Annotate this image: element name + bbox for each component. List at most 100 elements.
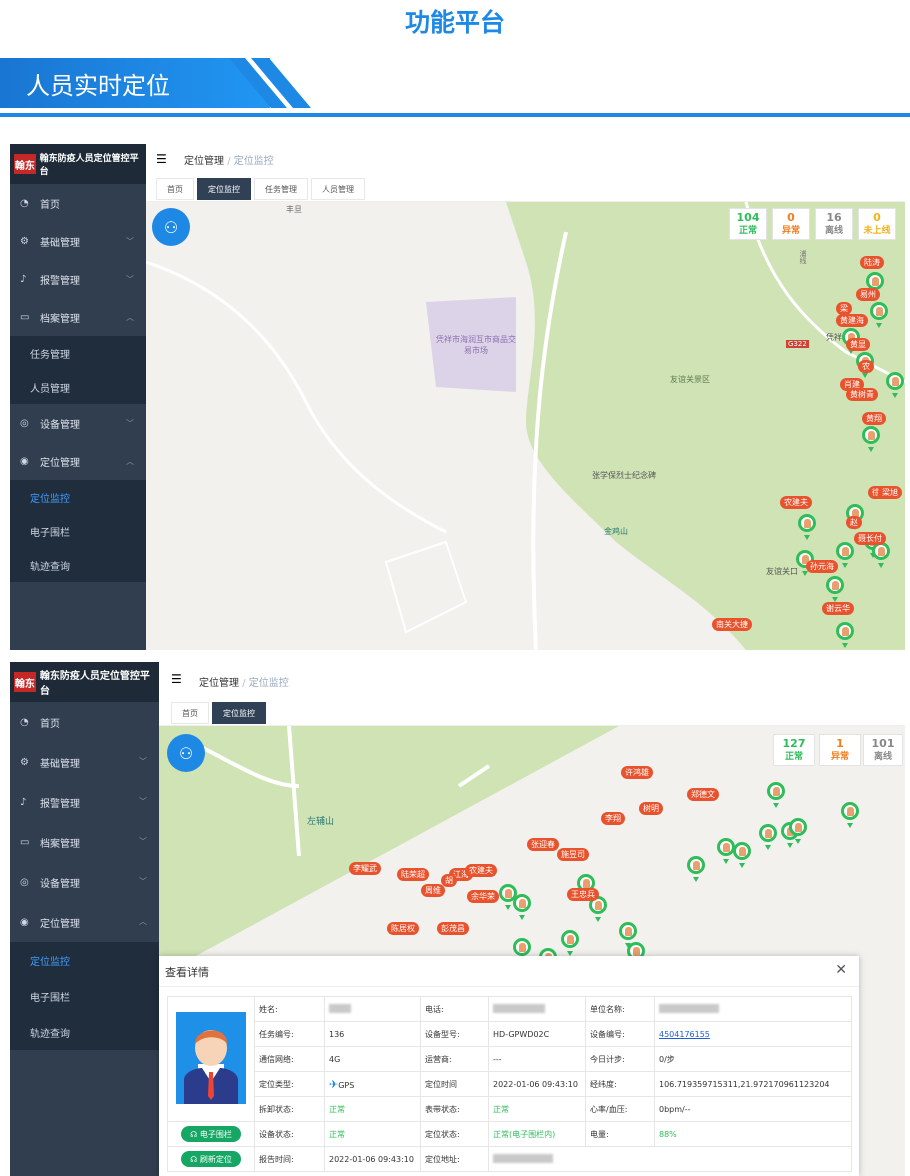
person-name-tag[interactable]: 农: [858, 360, 874, 373]
people-icon[interactable]: ⚇: [152, 208, 190, 246]
menu-archive[interactable]: ▭ 档案管理 ﹀: [10, 822, 159, 862]
person-pin-icon[interactable]: [767, 782, 785, 808]
tab-person[interactable]: 人员管理: [311, 178, 365, 200]
person-name-tag[interactable]: 黄翔: [862, 412, 886, 425]
person-name-tag[interactable]: 肖建: [840, 378, 864, 391]
person-name-tag[interactable]: 施昱司: [557, 848, 589, 861]
person-pin-icon[interactable]: [836, 622, 854, 648]
person-name-tag[interactable]: 南关大捷: [712, 618, 752, 631]
fence-button[interactable]: ☊ 电子围栏: [181, 1126, 241, 1142]
person-name-tag[interactable]: 陈居权: [387, 922, 419, 935]
refresh-button[interactable]: ☊ 刷新定位: [181, 1151, 241, 1167]
person-name-tag[interactable]: 梁旭: [878, 486, 902, 499]
stat-offline[interactable]: 101 离线: [863, 734, 903, 766]
tab-monitor[interactable]: 定位监控: [197, 178, 251, 200]
person-name-tag[interactable]: 李翔: [601, 812, 625, 825]
person-name-tag[interactable]: 黄树青: [846, 388, 878, 401]
person-name-tag[interactable]: 胡: [441, 874, 457, 887]
menu-base[interactable]: ⚙ 基础管理 ﹀: [10, 222, 146, 260]
person-name-tag[interactable]: 农建夫: [780, 496, 812, 509]
person-pin-icon[interactable]: [862, 426, 880, 452]
chevron-down-icon: ﹀: [126, 419, 134, 428]
person-pin-icon[interactable]: [836, 542, 854, 568]
device-no-link[interactable]: 4504176155: [654, 1021, 852, 1047]
menu-base[interactable]: ⚙ 基础管理 ﹀: [10, 742, 159, 782]
person-name-tag[interactable]: 郑德文: [687, 788, 719, 801]
stat-value: 101: [871, 737, 895, 750]
person-pin-icon[interactable]: [841, 802, 859, 828]
person-name-tag[interactable]: 黄显: [846, 338, 870, 351]
breadcrumb-parent[interactable]: 定位管理: [184, 156, 224, 167]
person-pin-icon[interactable]: [513, 894, 531, 920]
menu-monitor[interactable]: 定位监控: [10, 480, 146, 514]
person-name-tag[interactable]: 张迎春: [527, 838, 559, 851]
tab-home[interactable]: 首页: [156, 178, 194, 200]
folder-icon: ▭: [20, 311, 30, 323]
person-pin-icon[interactable]: [759, 824, 777, 850]
menu-monitor[interactable]: 定位监控: [10, 942, 159, 978]
menu-alarm[interactable]: ♪ 报警管理 ﹀: [10, 782, 159, 822]
person-name-tag[interactable]: 陆荣超: [397, 868, 429, 881]
stat-offline[interactable]: 16 离线: [815, 208, 853, 240]
map-1[interactable]: ⚇ 丰旦 凭祥市海润互市商品交易市场 友谊关景区 张学保烈士纪念碑 金鸡山 凭祥…: [146, 202, 905, 650]
menu-track[interactable]: 轨迹查询: [10, 1014, 159, 1050]
person-pin-icon[interactable]: [499, 884, 517, 910]
person-name-tag[interactable]: 许鸿雄: [621, 766, 653, 779]
person-name-tag[interactable]: 梁: [836, 302, 852, 315]
person-name-tag[interactable]: 树明: [639, 802, 663, 815]
stat-normal[interactable]: 127 正常: [773, 734, 815, 766]
menu-person[interactable]: 人员管理: [10, 370, 146, 404]
menu-archive[interactable]: ▭ 档案管理 ︿: [10, 298, 146, 336]
menu-track[interactable]: 轨迹查询: [10, 548, 146, 582]
close-icon[interactable]: ✕: [835, 962, 847, 978]
stat-not-online[interactable]: 0 未上线: [858, 208, 896, 240]
person-pin-icon[interactable]: [798, 514, 816, 540]
breadcrumb-parent[interactable]: 定位管理: [199, 678, 239, 689]
person-name-tag[interactable]: 易州: [856, 288, 880, 301]
person-name-tag[interactable]: 周维: [421, 884, 445, 897]
tab-task[interactable]: 任务管理: [254, 178, 308, 200]
person-name-tag[interactable]: 赵: [846, 516, 862, 529]
menu-location[interactable]: ◉ 定位管理 ︿: [10, 902, 159, 942]
person-pin-icon[interactable]: [870, 302, 888, 328]
menu-fence[interactable]: 电子围栏: [10, 978, 159, 1014]
menu-home[interactable]: ◔ 首页: [10, 702, 159, 742]
menu-fence[interactable]: 电子围栏: [10, 514, 146, 548]
person-name-tag[interactable]: 农建夫: [465, 864, 497, 877]
person-pin-icon[interactable]: [886, 372, 904, 398]
menu-alarm[interactable]: ♪ 报警管理 ﹀: [10, 260, 146, 298]
menu-task[interactable]: 任务管理: [10, 336, 146, 370]
person-pin-icon[interactable]: [717, 838, 735, 864]
tab-monitor[interactable]: 定位监控: [212, 702, 266, 724]
tab-home[interactable]: 首页: [171, 702, 209, 724]
menu-device[interactable]: ◎ 设备管理 ﹀: [10, 862, 159, 902]
stat-abnormal[interactable]: 1 异常: [819, 734, 861, 766]
person-pin-icon[interactable]: [687, 856, 705, 882]
person-name-tag[interactable]: 聂长付: [854, 532, 886, 545]
person-pin-icon[interactable]: [561, 930, 579, 956]
person-name-tag[interactable]: 彭茂昌: [437, 922, 469, 935]
menu-toggle-icon[interactable]: ☰: [156, 152, 167, 166]
person-pin-icon[interactable]: [796, 550, 814, 576]
menu-device[interactable]: ◎ 设备管理 ﹀: [10, 404, 146, 442]
person-name-tag[interactable]: 王忠兵: [567, 888, 599, 901]
menu-location[interactable]: ◉ 定位管理 ︿: [10, 442, 146, 480]
person-name-tag[interactable]: 余华荣: [467, 890, 499, 903]
menu-toggle-icon[interactable]: ☰: [171, 672, 182, 686]
person-name-tag[interactable]: 黄建海: [836, 314, 868, 327]
people-icon[interactable]: ⚇: [167, 734, 205, 772]
stat-abnormal[interactable]: 0 异常: [772, 208, 810, 240]
headset-icon: ☊: [190, 1154, 198, 1164]
person-pin-icon[interactable]: [826, 576, 844, 602]
person-name-tag[interactable]: 谢云华: [822, 602, 854, 615]
person-name-tag[interactable]: 陆涛: [860, 256, 884, 269]
value-loc-time: 2022-01-06 09:43:10: [488, 1071, 586, 1097]
person-pin-icon[interactable]: [789, 818, 807, 844]
person-pin-icon[interactable]: [733, 842, 751, 868]
menu-home[interactable]: ◔ 首页: [10, 184, 146, 222]
person-pin-icon[interactable]: [619, 922, 637, 948]
person-pin-icon[interactable]: [513, 938, 531, 964]
person-name-tag[interactable]: 孙元海: [806, 560, 838, 573]
person-name-tag[interactable]: 李耀武: [349, 862, 381, 875]
stat-normal[interactable]: 104 正常: [729, 208, 767, 240]
